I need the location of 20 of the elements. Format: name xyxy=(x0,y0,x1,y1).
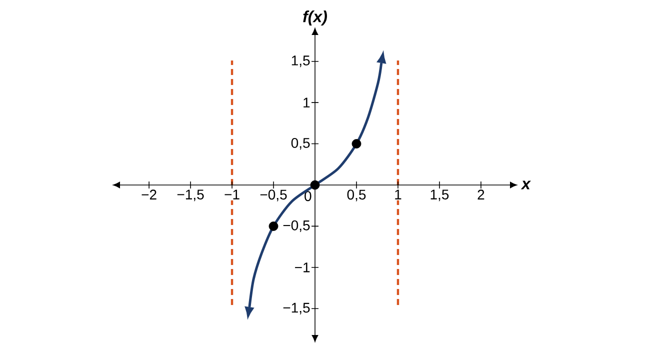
x-tick-label: 0 xyxy=(304,191,312,202)
x-tick-label: 1,5 xyxy=(430,190,449,202)
point xyxy=(310,180,320,190)
y-tick-label: −1,5 xyxy=(283,302,310,314)
x-tick-label: −2 xyxy=(142,190,156,200)
x-tick-label: 0,5 xyxy=(347,190,366,202)
y-tick-label: −1 xyxy=(295,262,310,272)
x-axis-title: x xyxy=(520,180,531,190)
x-tick-label: −1,5 xyxy=(177,190,204,202)
point xyxy=(268,222,278,231)
y-tick-label: 0,5 xyxy=(291,138,310,150)
point xyxy=(352,139,362,148)
y-tick-label: 1,5 xyxy=(292,56,310,68)
y-axis-title: f(x) xyxy=(303,10,327,26)
x-tick-label: −1 xyxy=(224,190,240,200)
y-tick-label: −0,5 xyxy=(283,220,310,232)
y-tick-label: 1 xyxy=(304,98,310,108)
x-tick-label: −0,5 xyxy=(260,190,287,202)
x-tick-label: 1 xyxy=(395,190,402,200)
x-tick-label: 2 xyxy=(478,190,484,200)
